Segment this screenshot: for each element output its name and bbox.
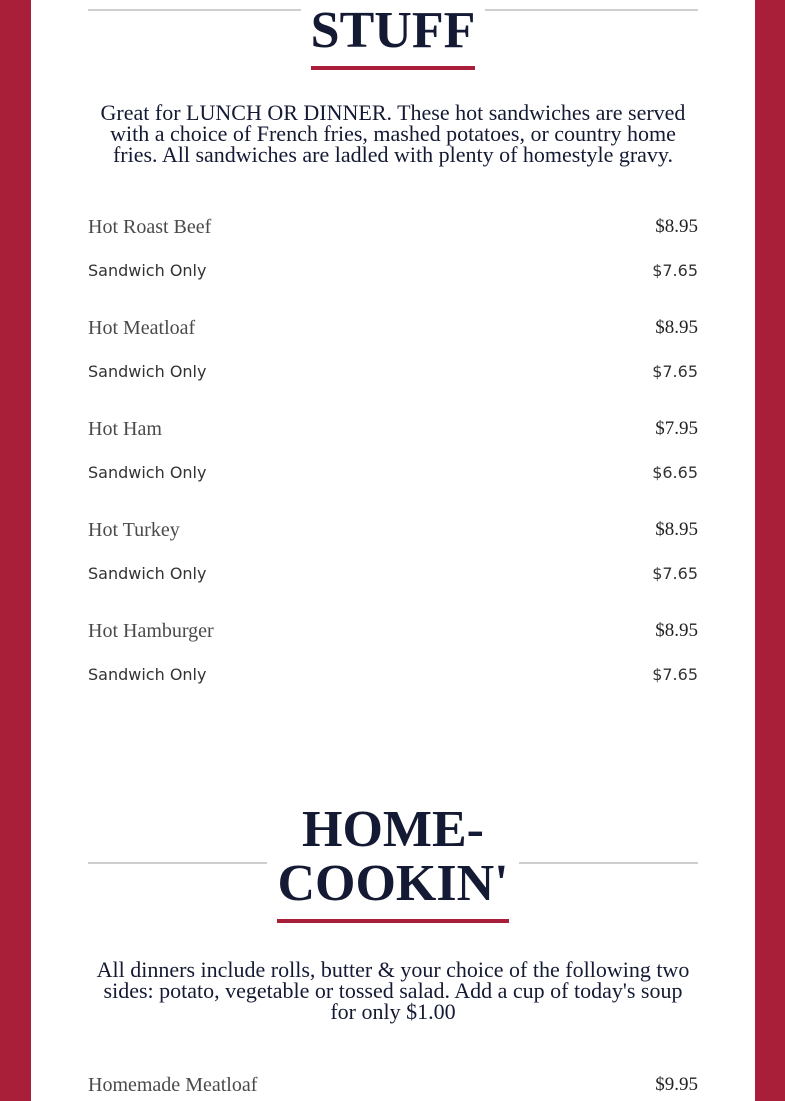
- menu-section: HOME-COOKIN' All dinners include rolls, b…: [88, 803, 698, 1101]
- menu-item: Hot Ham $7.95 Sandwich Only $6.65: [88, 414, 698, 487]
- item-price: $8.95: [655, 317, 698, 338]
- option-price: $7.65: [652, 361, 698, 381]
- item-option: Sandwich Only $6.65: [88, 457, 698, 487]
- option-label: Sandwich Only: [88, 361, 207, 381]
- menu-item: Hot Meatloaf $8.95 Sandwich Only $7.65: [88, 313, 698, 386]
- divider: [88, 9, 301, 11]
- item-name: Hot Roast Beef: [88, 215, 212, 238]
- option-label: Sandwich Only: [88, 664, 207, 684]
- divider: [518, 862, 698, 864]
- item-price: $9.95: [655, 1074, 698, 1095]
- item-option: Sandwich Only $7.65: [88, 255, 698, 285]
- item-row: Hot Ham $7.95: [88, 414, 698, 444]
- item-price: $8.95: [655, 620, 698, 641]
- section-description: All dinners include rolls, butter & your…: [96, 957, 690, 1024]
- item-list: Hot Roast Beef $8.95 Sandwich Only $7.65 Hot…: [88, 212, 698, 689]
- menu-item: Hot Turkey $8.95 Sandwich Only $7.65: [88, 515, 698, 588]
- item-row: Hot Roast Beef $8.95: [88, 212, 698, 242]
- option-price: $7.65: [652, 563, 698, 583]
- item-price: $8.95: [655, 216, 698, 237]
- menu-item: Hot Hamburger $8.95 Sandwich Only $7.65: [88, 616, 698, 689]
- divider: [485, 9, 698, 11]
- menu-item: Hot Roast Beef $8.95 Sandwich Only $7.65: [88, 212, 698, 285]
- item-option: Sandwich Only $7.65: [88, 558, 698, 588]
- item-list: Homemade Meatloaf $9.95: [88, 1070, 698, 1100]
- section-title: HOT STUFF: [310, 0, 476, 70]
- item-price: $7.95: [655, 418, 698, 439]
- item-row: Hot Hamburger $8.95: [88, 616, 698, 646]
- item-name: Hot Hamburger: [88, 619, 214, 642]
- item-row: Homemade Meatloaf $9.95: [88, 1070, 698, 1100]
- menu-page: HOT STUFF Great for LUNCH OR DINNER. Thes…: [31, 0, 755, 1101]
- item-name: Hot Ham: [88, 417, 162, 440]
- section-title: HOME-COOKIN': [277, 803, 509, 923]
- option-label: Sandwich Only: [88, 260, 207, 280]
- divider: [88, 862, 268, 864]
- option-price: $7.65: [652, 664, 698, 684]
- item-name: Hot Turkey: [88, 518, 180, 541]
- item-option: Sandwich Only $7.65: [88, 356, 698, 386]
- menu-section: HOT STUFF Great for LUNCH OR DINNER. Thes…: [88, 0, 698, 717]
- section-description: Great for LUNCH OR DINNER. These hot san…: [100, 100, 686, 167]
- item-name: Hot Meatloaf: [88, 316, 196, 339]
- option-label: Sandwich Only: [88, 563, 207, 583]
- section-header: HOME-COOKIN': [88, 803, 698, 923]
- item-price: $8.95: [655, 519, 698, 540]
- menu-item: Homemade Meatloaf $9.95: [88, 1070, 698, 1100]
- option-price: $7.65: [652, 260, 698, 280]
- item-row: Hot Turkey $8.95: [88, 515, 698, 545]
- item-option: Sandwich Only $7.65: [88, 659, 698, 689]
- option-label: Sandwich Only: [88, 462, 207, 482]
- option-price: $6.65: [652, 462, 698, 482]
- item-name: Homemade Meatloaf: [88, 1073, 258, 1096]
- item-row: Hot Meatloaf $8.95: [88, 313, 698, 343]
- section-header: HOT STUFF: [88, 0, 698, 70]
